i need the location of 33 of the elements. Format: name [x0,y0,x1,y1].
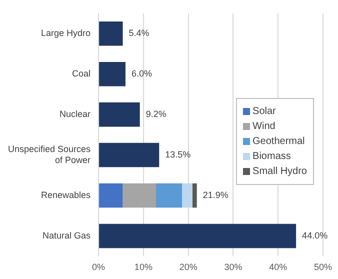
bar [99,21,123,46]
bar [99,224,296,248]
total-label: 6.0% [131,68,152,79]
x-tick-label: 0% [92,262,106,272]
x-tick-label: 50% [314,262,332,272]
bar [99,142,160,168]
total-label: 9.2% [146,109,166,120]
total-label: 5.4% [128,28,150,38]
bar [99,62,126,86]
y-tick-label: Natural Gas [42,230,92,240]
y-tick-label: Coal [72,68,91,79]
legend-label: Small Hydro [252,166,307,177]
y-tick-label: Nuclear [60,109,91,120]
x-tick-label: 40% [269,262,288,272]
x-tick-label: 30% [224,262,242,272]
bar [122,183,156,208]
legend-label: Biomass [252,151,291,162]
bar [156,183,182,208]
y-tick-label: Unspecified Sources of Power [8,144,92,165]
total-label: 13.5% [165,150,191,160]
total-label: 21.9% [202,190,228,200]
bar [99,102,140,127]
total-label: 44.0% [302,230,328,240]
y-tick-label: Large Hydro [41,28,91,38]
bar [99,183,123,208]
legend-label: Geothermal [252,136,305,147]
bar [182,183,192,208]
legend-label: Wind [252,121,276,132]
x-tick-label: 20% [179,262,198,272]
y-tick-label: Renewables [41,190,92,200]
bar [192,183,197,208]
legend-label: Solar [252,106,276,117]
x-tick-label: 10% [134,262,152,272]
